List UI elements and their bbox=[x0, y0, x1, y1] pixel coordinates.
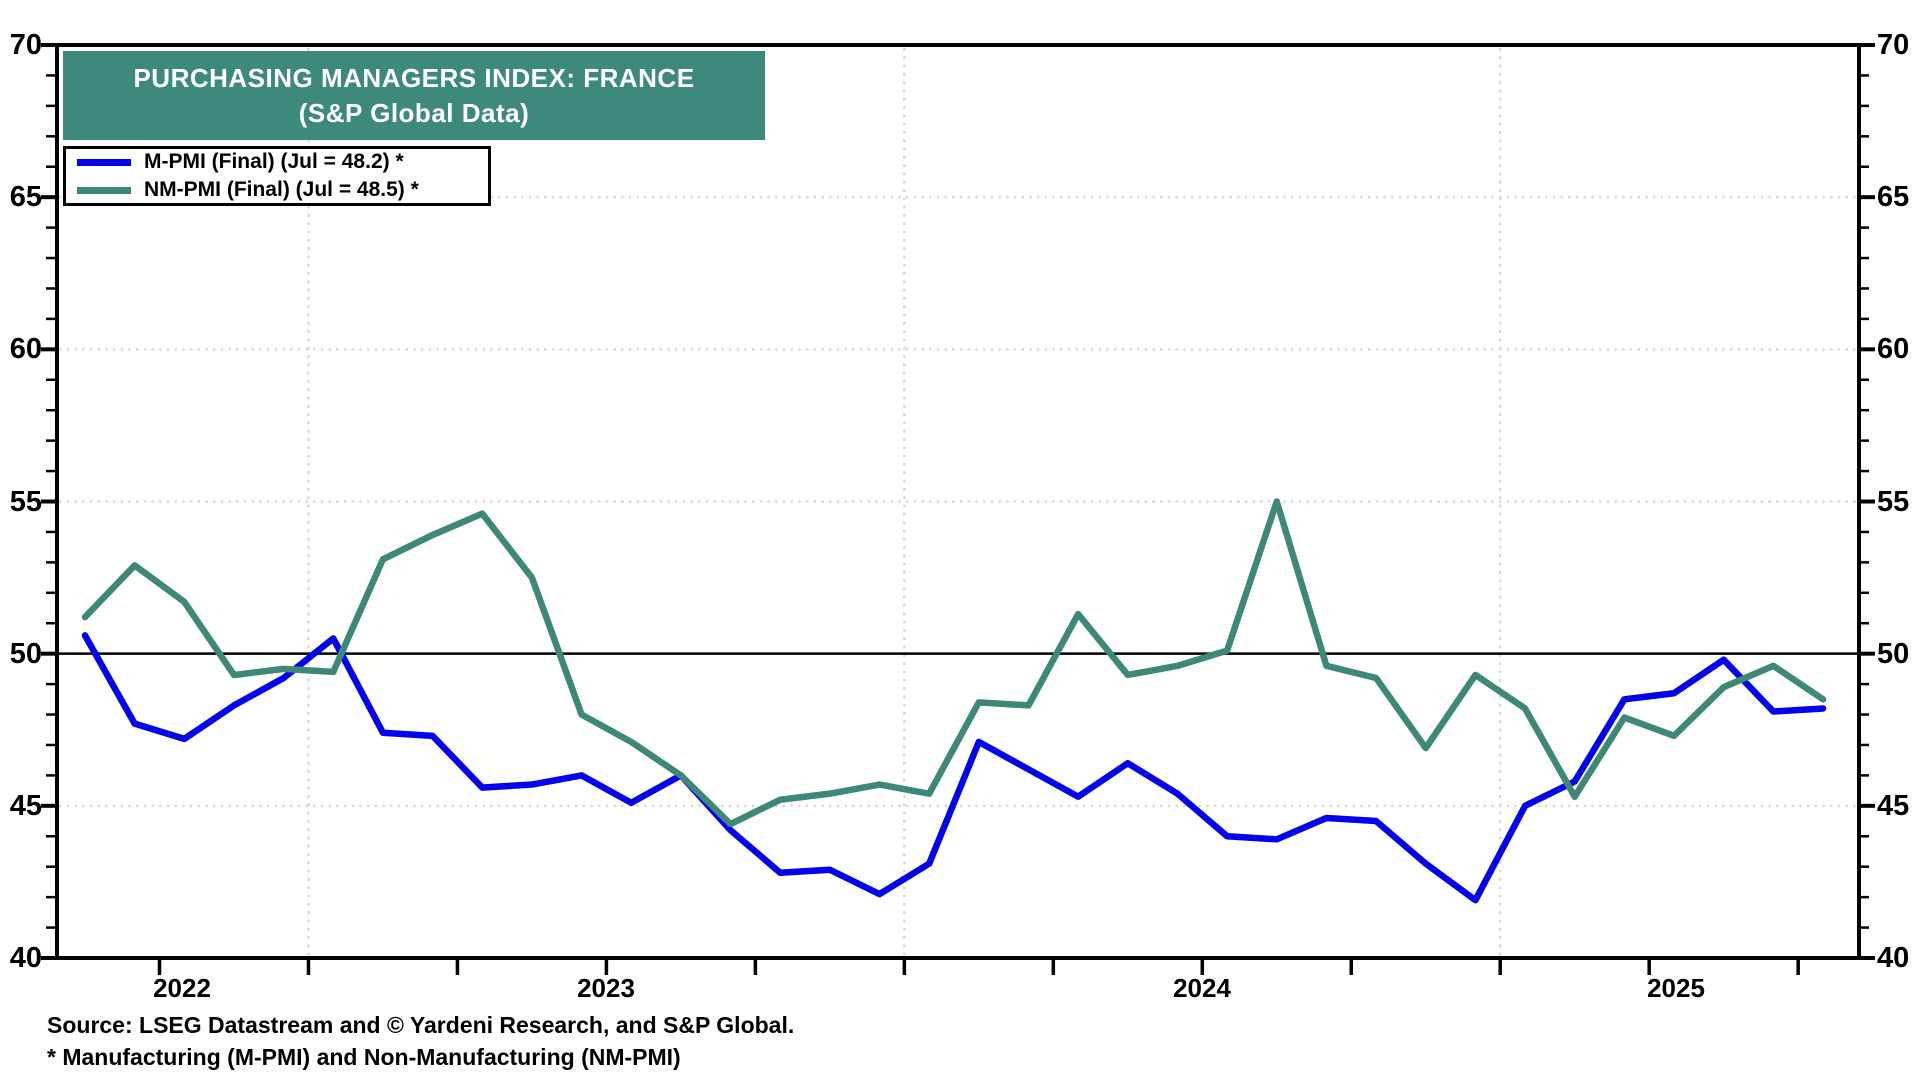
legend-item-m-pmi: M-PMI (Final) (Jul = 48.2) * bbox=[77, 150, 488, 174]
y-axis-label-left-40: 40 bbox=[10, 942, 42, 974]
plot-frame bbox=[55, 43, 1861, 960]
series-m-pmi-line bbox=[81, 632, 1827, 904]
y-axis-label-right-50: 50 bbox=[1877, 638, 1909, 670]
series-nm-pmi-line bbox=[81, 498, 1827, 828]
nm-pmi-line-swatch bbox=[77, 186, 131, 194]
h-gridlines bbox=[59, 195, 1857, 808]
chart-title: PURCHASING MANAGERS INDEX: FRANCE bbox=[133, 63, 695, 93]
y-axis-label-left-45: 45 bbox=[10, 790, 42, 822]
footnote-line: * Manufacturing (M-PMI) and Non-Manufact… bbox=[47, 1044, 681, 1070]
x-axis-label-2023: 2023 bbox=[577, 973, 635, 1003]
y-axis-label-left-60: 60 bbox=[10, 333, 42, 365]
y-axis-label-right-45: 45 bbox=[1877, 790, 1909, 822]
m-pmi-line-swatch bbox=[77, 158, 131, 166]
y-axis-label-right-65: 65 bbox=[1877, 181, 1909, 213]
legend-label-m-pmi: M-PMI (Final) (Jul = 48.2) * bbox=[144, 150, 404, 173]
y-axis-label-left-55: 55 bbox=[10, 486, 42, 518]
source-line: Source: LSEG Datastream and © Yardeni Re… bbox=[47, 1012, 795, 1038]
y-axis-label-left-70: 70 bbox=[10, 29, 42, 61]
legend-label-nm-pmi: NM-PMI (Final) (Jul = 48.5) * bbox=[144, 178, 419, 201]
x-axis-label-2024: 2024 bbox=[1173, 973, 1231, 1003]
y-axis-label-left-65: 65 bbox=[10, 181, 42, 213]
y-axis-label-right-40: 40 bbox=[1877, 942, 1909, 974]
y-axis-label-left-50: 50 bbox=[10, 638, 42, 670]
y-axis-label-right-70: 70 bbox=[1877, 29, 1909, 61]
x-axis-label-2022: 2022 bbox=[153, 973, 211, 1003]
x-axis-label-2025: 2025 bbox=[1647, 973, 1705, 1003]
chart-subtitle: (S&P Global Data) bbox=[298, 98, 530, 128]
legend: M-PMI (Final) (Jul = 48.2) * NM-PMI (Fin… bbox=[63, 146, 491, 206]
y-axis-label-right-55: 55 bbox=[1877, 486, 1909, 518]
y-axis-label-right-60: 60 bbox=[1877, 333, 1909, 365]
chart-title-box: PURCHASING MANAGERS INDEX: FRANCE (S&P G… bbox=[63, 51, 765, 140]
legend-item-nm-pmi: NM-PMI (Final) (Jul = 48.5) * bbox=[77, 178, 488, 202]
